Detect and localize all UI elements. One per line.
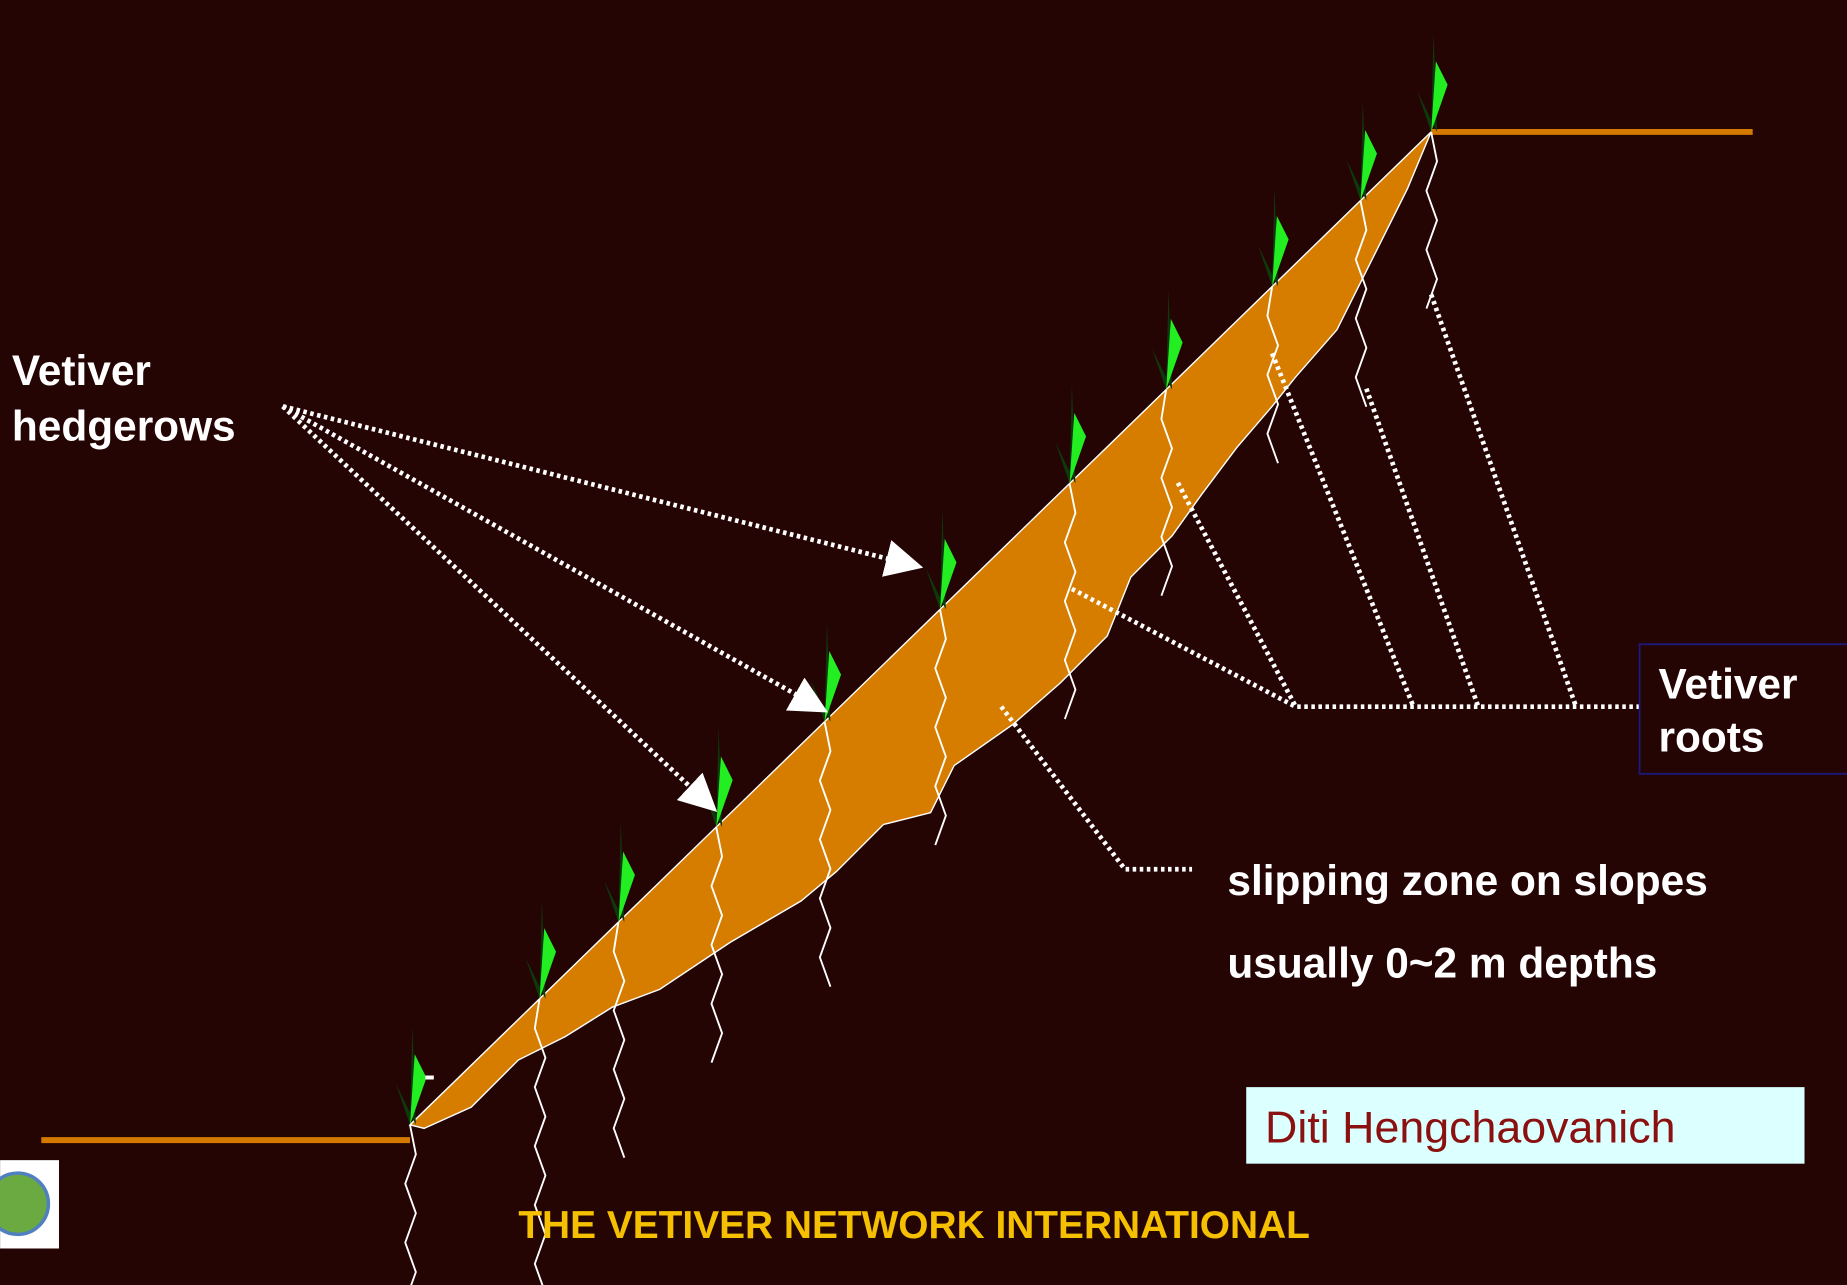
slipping-label: usually 0~2 m depths: [1227, 940, 1657, 987]
roots-label: Vetiver: [1658, 660, 1797, 707]
credit: Diti Hengchaovanich: [1265, 1102, 1675, 1152]
slipping-label: slipping zone on slopes: [1227, 857, 1707, 904]
roots-label: roots: [1658, 713, 1764, 760]
hedgerows-label: Vetiver: [12, 347, 151, 394]
page: Vetiver hedgerows Vetiver roots slipping…: [0, 0, 1847, 1285]
logo-globe: [0, 1173, 48, 1234]
footer: THE VETIVER NETWORK INTERNATIONAL: [518, 1204, 1310, 1247]
slide: Vetiver hedgerows Vetiver roots slipping…: [0, 0, 1847, 1285]
stray-mark: -: [424, 1056, 435, 1093]
hedgerows-label: hedgerows: [12, 403, 236, 450]
